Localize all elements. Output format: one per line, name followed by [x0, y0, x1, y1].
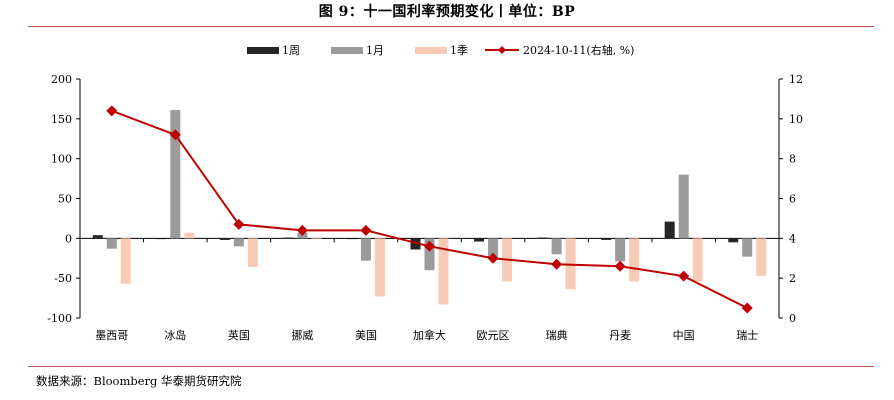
bar-1周 [283, 237, 294, 239]
right-tick-label: 0 [789, 312, 796, 325]
bar-1月 [106, 238, 117, 249]
category-label: 加拿大 [413, 328, 446, 342]
bar-1周 [664, 221, 675, 239]
bar-1月 [233, 238, 244, 247]
bar-1季 [692, 238, 703, 282]
line-path [111, 109, 748, 309]
bar-1周 [346, 238, 357, 240]
bar-1季 [756, 238, 767, 276]
left-tick-label: 200 [51, 73, 72, 86]
category-label: 中国 [673, 329, 695, 342]
right-tick-label: 8 [789, 153, 796, 166]
left-tick-label: -50 [54, 272, 72, 285]
axes: -100 -50 0 50 100 150 200 0 2 4 6 8 10 12 墨西哥 冰岛 英国 挪威 美国 加… [47, 73, 803, 342]
category-label: 瑞士 [736, 328, 758, 342]
right-tick-label: 6 [789, 193, 796, 206]
line-marker [296, 224, 308, 236]
bar-1季 [247, 238, 258, 268]
bar-1月 [170, 110, 181, 239]
right-tick-label: 10 [789, 113, 803, 126]
legend-label: 2024-10-11(右轴, %) [523, 43, 634, 57]
category-label: 冰岛 [164, 328, 186, 342]
bar-1周 [92, 235, 103, 239]
left-tick-label: -100 [47, 312, 72, 325]
legend-label: 1季 [450, 44, 468, 57]
bar-1周 [156, 238, 167, 240]
line-series [106, 105, 753, 314]
left-tick-label: 150 [51, 113, 72, 126]
legend-swatch-1季 [415, 47, 447, 54]
line-marker [424, 240, 435, 252]
bar-1季 [374, 238, 385, 297]
bar-1月 [742, 238, 753, 257]
legend-label: 1周 [282, 44, 300, 57]
bar-1季 [629, 238, 640, 282]
line-marker [741, 302, 753, 314]
legend-swatch-1月 [331, 47, 363, 54]
line-marker [233, 218, 245, 230]
bar-1周 [728, 238, 739, 243]
bar-1月 [488, 238, 499, 260]
chart-title: 图 9：十一国利率预期变化丨单位：BP [318, 4, 576, 20]
bar-1周 [601, 238, 612, 240]
line-marker [487, 252, 499, 264]
line-marker [551, 258, 563, 270]
bar-1月 [678, 174, 689, 239]
title-divider [28, 26, 874, 27]
chart-plot: 1周 1月 1季 2024-10-11(右轴, %) -100-50050100150… [47, 43, 803, 342]
left-tick-label: 100 [51, 153, 72, 166]
source-note: 数据来源：Bloomberg 华泰期货研究院 [36, 374, 242, 388]
left-tick-label: 50 [58, 193, 72, 206]
line-marker [106, 105, 118, 117]
category-label: 墨西哥 [95, 329, 128, 342]
category-label: 瑞典 [546, 328, 568, 342]
category-label: 英国 [228, 328, 250, 342]
line-marker [614, 260, 626, 272]
line-marker [360, 224, 372, 236]
bar-1季 [120, 238, 131, 284]
bar-1月 [615, 238, 626, 262]
legend-label: 1月 [366, 44, 384, 57]
bar-1月 [360, 238, 371, 261]
legend-line-marker [498, 46, 506, 54]
bar-1周 [537, 237, 548, 239]
bar-1周 [219, 238, 230, 240]
legend-swatch-1周 [247, 47, 279, 54]
category-label: 挪威 [291, 328, 313, 342]
line-marker [678, 270, 690, 282]
bar-1周 [474, 238, 485, 242]
right-tick-label: 4 [789, 232, 796, 245]
right-tick-label: 12 [789, 73, 803, 86]
category-label: 美国 [355, 329, 377, 342]
line-marker [169, 129, 181, 141]
bar-1季 [438, 238, 449, 305]
bar-1月 [551, 238, 562, 255]
bar-1周 [410, 238, 421, 250]
bars [92, 110, 767, 305]
legend: 1周 1月 1季 2024-10-11(右轴, %) [247, 43, 634, 57]
bar-1季 [311, 238, 322, 240]
bar-1月 [424, 238, 435, 271]
left-tick-label: 0 [65, 232, 72, 245]
bar-1季 [184, 232, 195, 239]
category-label: 丹麦 [609, 329, 631, 342]
category-label: 欧元区 [477, 329, 510, 342]
right-tick-label: 2 [789, 272, 796, 285]
source-divider [28, 366, 874, 367]
